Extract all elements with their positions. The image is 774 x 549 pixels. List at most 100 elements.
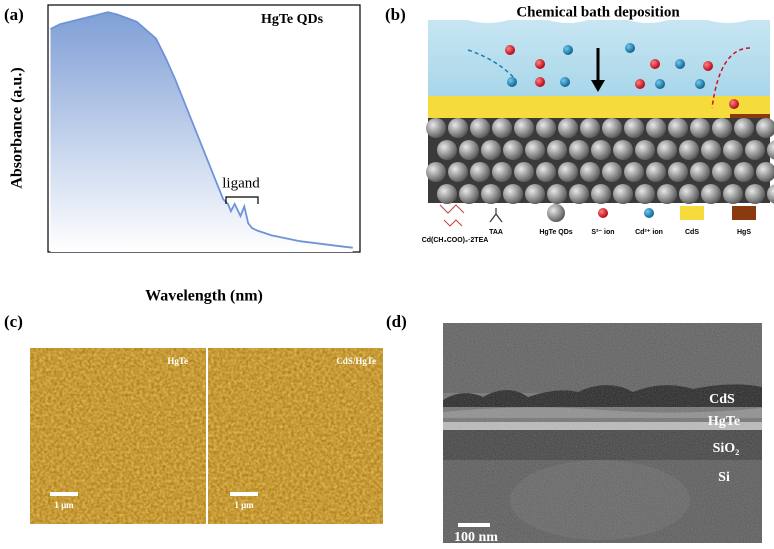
quantum-dot [514, 162, 534, 182]
legend-label: HgS [737, 229, 751, 236]
x-tick-label: 4000 [286, 257, 314, 272]
quantum-dot [569, 140, 589, 160]
legend-label: TAA [489, 229, 503, 236]
quantum-dot [745, 184, 765, 204]
ion [635, 79, 645, 89]
ion [505, 45, 515, 55]
panel-label: (d) [386, 312, 407, 331]
ion [650, 59, 660, 69]
ion [729, 99, 739, 109]
quantum-dot [492, 118, 512, 138]
quantum-dot [514, 118, 534, 138]
legend-icon [547, 204, 565, 222]
quantum-dot [712, 162, 732, 182]
quantum-dot [734, 162, 754, 182]
quantum-dot [448, 162, 468, 182]
quantum-dot [558, 162, 578, 182]
quantum-dot [591, 184, 611, 204]
legend-icon [644, 208, 654, 218]
quantum-dot [492, 162, 512, 182]
ion [507, 77, 517, 87]
quantum-dot [679, 140, 699, 160]
bracket [225, 196, 259, 204]
legend-label: S²⁻ ion [591, 229, 614, 236]
quantum-dot [690, 162, 710, 182]
quantum-dot [437, 184, 457, 204]
quantum-dot [602, 162, 622, 182]
ion [695, 79, 705, 89]
x-tick-label: 2000 [94, 257, 122, 272]
quantum-dot [712, 118, 732, 138]
annotation: HgTe QDs [261, 12, 324, 27]
ion [655, 79, 665, 89]
panel-label: (c) [4, 312, 23, 331]
panel-label: (a) [4, 5, 24, 24]
quantum-dot [536, 162, 556, 182]
quantum-dot [723, 184, 743, 204]
legend-icon [489, 208, 503, 223]
image-label: HgTe [167, 356, 188, 366]
x-tick-label: 1500 [46, 257, 74, 272]
schematic [426, 10, 774, 204]
x-tick-label: 2500 [142, 257, 170, 272]
afm-images [30, 348, 383, 524]
quantum-dot [591, 140, 611, 160]
quantum-dot [756, 118, 774, 138]
quantum-dot [481, 140, 501, 160]
quantum-dot [536, 118, 556, 138]
legend-label: HgTe QDs [539, 229, 572, 236]
x-tick-label: 3500 [238, 257, 266, 272]
plot-area: 1500 2000 2500 3000 3500 4000 4500 [46, 11, 362, 272]
quantum-dot [624, 118, 644, 138]
quantum-dot [767, 140, 774, 160]
ion [563, 45, 573, 55]
quantum-dot [602, 118, 622, 138]
quantum-dot [547, 140, 567, 160]
layer-label: Si [718, 470, 730, 485]
quantum-dot [459, 140, 479, 160]
layer-label: HgTe [708, 414, 740, 429]
quantum-dot [426, 118, 446, 138]
quantum-dot [734, 118, 754, 138]
quantum-dot [470, 118, 490, 138]
quantum-dot [657, 140, 677, 160]
image-label: CdS/HgTe [336, 356, 376, 366]
quantum-dot [646, 162, 666, 182]
panel-label: (b) [385, 5, 406, 24]
quantum-dot [547, 184, 567, 204]
quantum-dot [723, 140, 743, 160]
scale-label: 1 μm [234, 500, 254, 510]
ligand-label: ligand [222, 175, 260, 191]
quantum-dot [745, 140, 765, 160]
schematic-title: Chemical bath deposition [516, 4, 680, 20]
quantum-dot [558, 118, 578, 138]
quantum-dot [679, 184, 699, 204]
quantum-dot [503, 184, 523, 204]
quantum-dot [580, 118, 600, 138]
quantum-dot [635, 184, 655, 204]
quantum-dot [668, 118, 688, 138]
x-tick-label: 4500 [334, 257, 362, 272]
scale-label: 1 μm [54, 500, 74, 510]
quantum-dot [635, 140, 655, 160]
quantum-dot [569, 184, 589, 204]
quantum-dot [437, 140, 457, 160]
quantum-dot [767, 184, 774, 204]
layer-label: SiO₂ [713, 441, 740, 456]
legend-icon [732, 206, 756, 220]
legend-label: Cd²⁺ ion [635, 229, 663, 236]
legend-icon [680, 206, 704, 220]
sem-image [443, 323, 762, 543]
quantum-dot [426, 162, 446, 182]
quantum-dot [646, 118, 666, 138]
legend-icon [598, 208, 608, 218]
ion [703, 61, 713, 71]
quantum-dot [690, 118, 710, 138]
quantum-dot [448, 118, 468, 138]
ion [625, 43, 635, 53]
quantum-dot [624, 162, 644, 182]
quantum-dot [580, 162, 600, 182]
quantum-dot [701, 184, 721, 204]
quantum-dot [470, 162, 490, 182]
legend-label: CdS [685, 229, 699, 236]
